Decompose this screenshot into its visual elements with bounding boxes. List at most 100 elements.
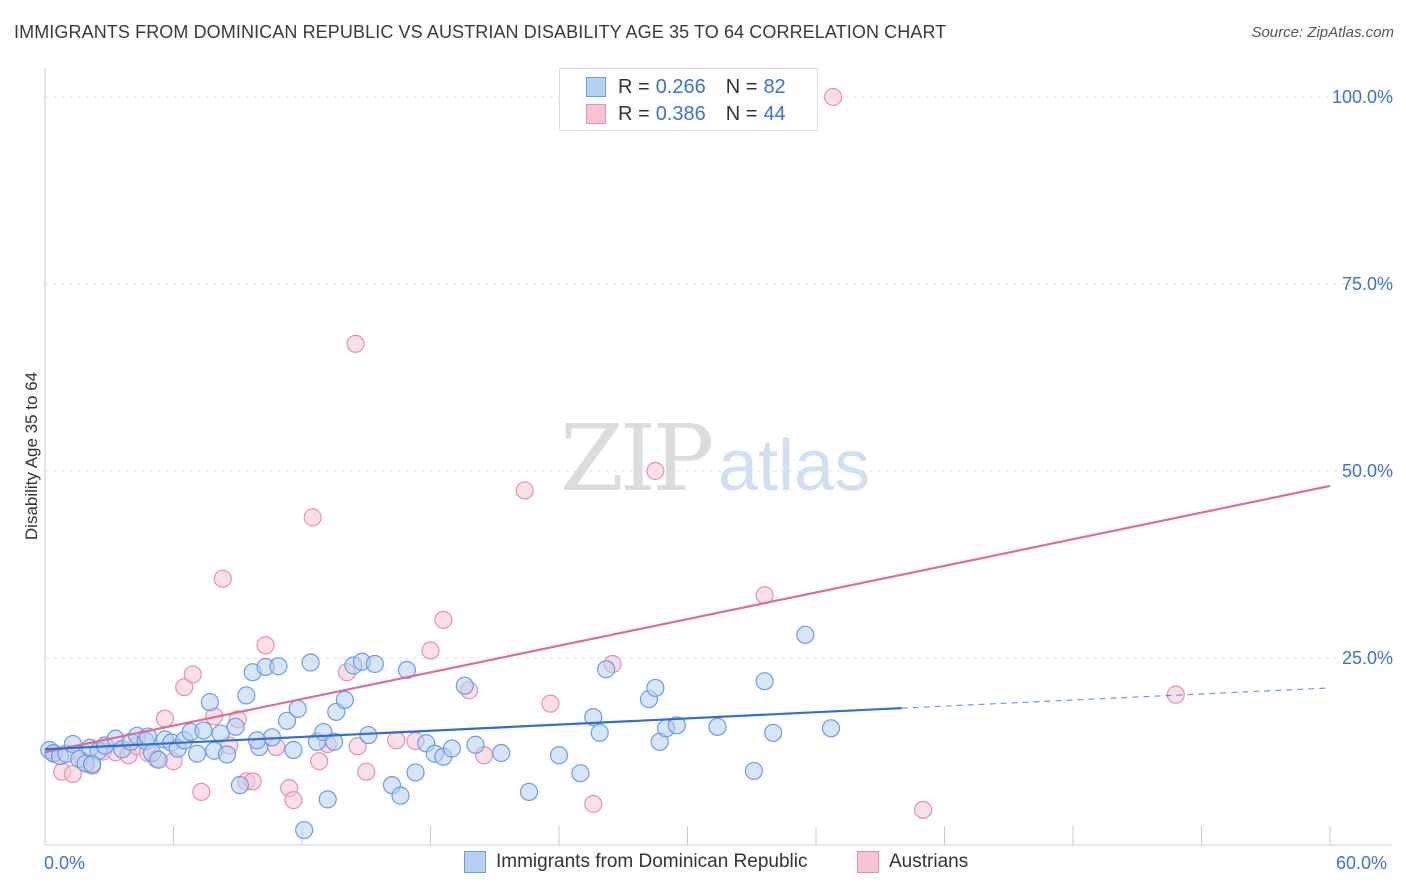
dominican-point (455, 676, 474, 695)
y-tick-label: 75.0% (1342, 274, 1393, 294)
bottom-legend-label-dominican: Immigrants from Dominican Republic (496, 851, 808, 872)
austrians-point (421, 641, 440, 660)
dominican-point (365, 654, 384, 674)
austrians-point (357, 762, 376, 781)
dominican-point (821, 719, 841, 738)
dominican-point (200, 693, 220, 712)
dominican-point (230, 776, 249, 795)
legend-n-label: N = (725, 102, 758, 125)
dominican-point (764, 723, 783, 742)
dominican-point (391, 786, 410, 805)
dominican-point (277, 711, 297, 730)
legend-n-label: N = (725, 75, 758, 98)
austrians-point (303, 508, 322, 527)
dominican-point (492, 743, 511, 763)
dominican-point (335, 690, 354, 709)
dominican-point (597, 660, 616, 679)
dominican-point (269, 657, 288, 676)
dominican-point (584, 707, 603, 727)
bottom-legend-austrians: Austrians (857, 851, 968, 873)
dominican-point (217, 745, 237, 764)
bottom-legend-swatch-pink (857, 851, 879, 873)
dominican-point (519, 782, 539, 801)
austrians-point (284, 791, 303, 810)
legend-r-value: 0.386 (655, 102, 706, 125)
dominican-point (708, 717, 727, 736)
x-tick-max: 60.0% (1336, 853, 1388, 873)
dominican-point (744, 761, 763, 781)
dominican-point (237, 686, 256, 705)
dominican-point (325, 732, 344, 751)
chart-title: IMMIGRANTS FROM DOMINICAN REPUBLIC VS AU… (14, 22, 947, 42)
dominican-point (755, 672, 774, 691)
watermark-zip: ZIP (560, 405, 711, 512)
austrians-point (310, 752, 329, 771)
austrians-point (1166, 685, 1185, 704)
dominican-point (466, 735, 485, 754)
austrians-trend-line (44, 484, 1331, 754)
trend-lines (44, 484, 1331, 754)
dominican-trend-extension (901, 687, 1331, 709)
austrians-point (584, 794, 603, 813)
dominican-point (83, 755, 102, 774)
legend-swatch-pink (586, 104, 606, 124)
austrians-point (256, 636, 275, 655)
bottom-legend-label-austrians: Austrians (889, 851, 969, 872)
austrians-point (646, 461, 665, 481)
legend-n-value: 44 (763, 102, 786, 125)
watermark: ZIP atlas (560, 405, 870, 512)
y-tick-label: 25.0% (1342, 648, 1393, 668)
bottom-legend-swatch-blue (464, 851, 486, 873)
bottom-legend-dominican: Immigrants from Dominican Republic (464, 851, 808, 873)
dominican-point (149, 750, 168, 769)
dominican-point (318, 790, 337, 809)
dominican-point (211, 724, 230, 743)
source-label: Source: ZipAtlas.com (1251, 24, 1394, 41)
watermark-atlas: atlas (718, 426, 870, 506)
legend-r-label: R = (618, 75, 650, 98)
dominican-point (295, 820, 314, 840)
correlation-legend: R = 0.266 N = 82 R = 0.386 N = 44 (559, 68, 818, 131)
dominican-point (590, 723, 609, 742)
dominican-point (288, 699, 307, 718)
dominican-point (194, 721, 213, 740)
austrians-point (346, 334, 365, 353)
dominican-point (301, 653, 320, 672)
austrians-point (213, 569, 232, 588)
axes (44, 68, 1392, 846)
dominican-point (549, 746, 569, 765)
austrians-point (515, 481, 534, 500)
grid-lines (45, 96, 1392, 659)
dominican-point (397, 660, 417, 680)
austrians-point (824, 87, 843, 107)
y-tick-label: 50.0% (1342, 461, 1393, 481)
y-tick-label: 100.0% (1332, 87, 1393, 107)
y-tick-labels: 25.0% 50.0% 75.0% 100.0% (1332, 87, 1393, 668)
dominican-point (187, 744, 207, 763)
dominican-point (667, 716, 686, 735)
austrians-point (192, 782, 211, 801)
dominican-trend-line (44, 707, 902, 751)
dominican-point (284, 740, 303, 760)
austrians-point (155, 709, 175, 728)
x-tick-min: 0.0% (44, 853, 86, 873)
legend-r-label: R = (618, 102, 650, 125)
austrians-point (183, 665, 202, 684)
y-axis-label: Disability Age 35 to 64 (22, 371, 41, 541)
dominican-point (226, 717, 245, 736)
austrians-point (348, 737, 367, 756)
austrians-point (913, 800, 933, 819)
austrians-point (434, 610, 453, 629)
austrians-point (175, 678, 194, 697)
legend-swatch-blue (586, 77, 606, 97)
dominican-point (406, 763, 425, 782)
legend-n-value: 82 (763, 75, 786, 98)
legend-row-dominican: R = 0.266 N = 82 (586, 74, 786, 100)
dominican-point (571, 764, 590, 783)
dominican-point (646, 678, 665, 698)
legend-row-austrians: R = 0.386 N = 44 (586, 101, 786, 127)
austrians-point (63, 764, 82, 784)
legend-r-value: 0.266 (655, 75, 706, 98)
dominican-point (442, 739, 462, 758)
